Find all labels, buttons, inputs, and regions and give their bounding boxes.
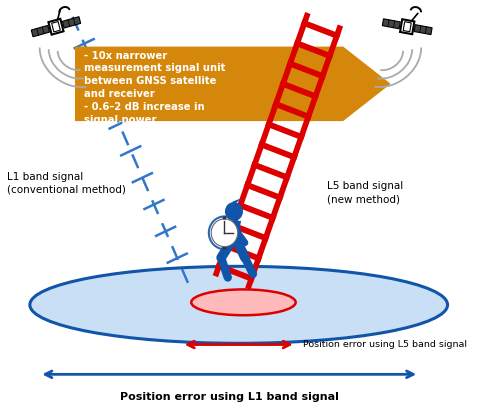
- Ellipse shape: [192, 289, 296, 315]
- Bar: [272, 100, 312, 120]
- Bar: [251, 161, 290, 181]
- Text: - 10x narrower
measurement signal unit
between GNSS satellite
and receiver
- 0.6: - 10x narrower measurement signal unit b…: [84, 51, 226, 124]
- Bar: [230, 222, 270, 242]
- Bar: [265, 120, 305, 141]
- Bar: [62, 17, 80, 28]
- Bar: [258, 141, 298, 161]
- Bar: [52, 22, 60, 32]
- Circle shape: [211, 219, 238, 247]
- Polygon shape: [232, 198, 242, 204]
- Bar: [286, 60, 327, 80]
- Bar: [280, 80, 319, 100]
- Bar: [32, 25, 50, 37]
- Bar: [215, 262, 255, 282]
- Bar: [245, 24, 343, 290]
- Bar: [222, 242, 262, 262]
- Bar: [400, 19, 414, 34]
- Circle shape: [225, 202, 243, 221]
- Text: Position error using L5 band signal: Position error using L5 band signal: [303, 340, 467, 349]
- Bar: [414, 24, 432, 35]
- Polygon shape: [75, 47, 390, 121]
- Bar: [236, 202, 277, 222]
- Bar: [244, 181, 284, 202]
- Bar: [48, 19, 64, 35]
- Bar: [294, 40, 334, 60]
- Text: L5 band signal
(new method): L5 band signal (new method): [326, 182, 403, 205]
- Bar: [212, 12, 310, 277]
- Ellipse shape: [30, 266, 448, 343]
- Text: Position error using L1 band signal: Position error using L1 band signal: [120, 392, 338, 402]
- Bar: [382, 19, 400, 29]
- Bar: [403, 22, 411, 32]
- Text: L1 band signal
(conventional method): L1 band signal (conventional method): [7, 171, 126, 195]
- Polygon shape: [229, 221, 241, 241]
- Bar: [300, 19, 341, 40]
- Circle shape: [209, 216, 240, 249]
